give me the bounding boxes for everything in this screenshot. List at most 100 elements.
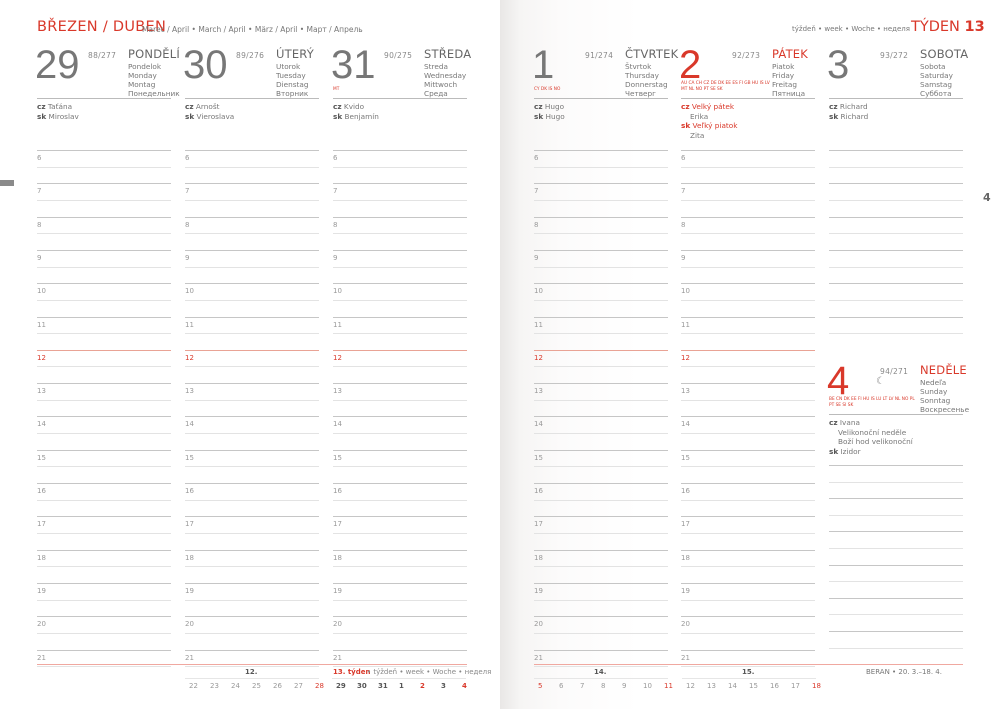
calendar-date[interactable]: 28	[315, 682, 324, 690]
footer-line	[37, 664, 467, 665]
hour-line	[333, 449, 467, 451]
language-code: cz	[333, 102, 342, 111]
calendar-date[interactable]: 12	[686, 682, 695, 690]
calendar-date[interactable]: 31	[378, 682, 388, 690]
half-hour-line	[37, 666, 171, 668]
writing-line	[829, 249, 963, 251]
week-number: 13	[964, 19, 985, 35]
hour-line	[37, 549, 171, 551]
hour-label: 9	[185, 253, 190, 262]
calendar-date[interactable]: 30	[357, 682, 367, 690]
hour-label: 18	[681, 553, 690, 562]
hour-label: 9	[333, 253, 338, 262]
half-hour-line	[534, 399, 668, 401]
hour-label: 6	[534, 154, 539, 162]
half-hour-line	[681, 299, 815, 301]
hour-label: 18	[534, 553, 543, 562]
day-name: ÚTERÝ	[276, 47, 314, 61]
half-hour-line	[681, 466, 815, 468]
hour-line	[681, 150, 815, 151]
calendar-date[interactable]: 8	[601, 682, 606, 690]
language-code: sk	[829, 111, 839, 121]
calendar-date[interactable]: 27	[294, 682, 303, 690]
half-hour-line	[37, 366, 171, 368]
half-hour-line	[534, 433, 668, 434]
calendar-date[interactable]: 22	[189, 682, 198, 690]
calendar-date[interactable]: 1	[399, 682, 404, 690]
half-hour-line	[37, 233, 171, 235]
calendar-date[interactable]: 29	[336, 682, 346, 690]
hour-label: 18	[37, 553, 46, 562]
calendar-date[interactable]: 25	[252, 682, 261, 690]
half-hour-line	[185, 366, 319, 368]
name-day-text: Kvido	[343, 102, 365, 111]
name-day-text: Ivana	[839, 418, 860, 427]
hour-label: 17	[333, 520, 342, 529]
calendar-date[interactable]: 2	[420, 682, 425, 690]
writing-line	[829, 514, 963, 516]
right-page	[500, 0, 1000, 709]
hour-label: 7	[681, 187, 686, 196]
footer-line	[534, 664, 963, 665]
day-name-translation: Sobota	[920, 62, 946, 71]
half-hour-line	[185, 233, 319, 235]
hour-label: 21	[185, 653, 194, 662]
half-hour-line	[534, 632, 668, 634]
name-day-text: Veľký piatok	[692, 121, 738, 131]
calendar-date[interactable]: 26	[273, 682, 282, 690]
half-hour-line	[534, 566, 668, 568]
hour-line	[333, 582, 467, 584]
calendar-date[interactable]: 5	[538, 682, 543, 690]
day-name-translation: Суббота	[920, 89, 952, 98]
calendar-date[interactable]: 6	[559, 682, 564, 690]
calendar-date[interactable]: 18	[812, 682, 821, 690]
day-number: 4	[827, 359, 850, 403]
day-name-translation: Pondelok	[128, 62, 162, 71]
hour-line	[534, 216, 668, 218]
calendar-date[interactable]: 15	[749, 682, 758, 690]
header-divider	[37, 98, 171, 99]
hour-line	[534, 349, 668, 351]
hour-line	[185, 449, 319, 451]
half-hour-line	[534, 666, 668, 668]
half-hour-line	[681, 499, 815, 501]
day-of-year: 88/277	[88, 51, 117, 60]
calendar-date[interactable]: 16	[770, 682, 779, 690]
half-hour-line	[333, 366, 467, 368]
calendar-date[interactable]: 4	[462, 682, 467, 690]
calendar-date[interactable]: 17	[791, 682, 800, 690]
hour-line	[185, 582, 319, 584]
name-day-text: Taťána	[47, 102, 73, 111]
hour-label: 7	[333, 187, 338, 196]
header-divider	[534, 98, 668, 99]
hour-label: 13	[37, 387, 46, 396]
writing-line	[829, 631, 963, 632]
language-code: cz	[185, 102, 194, 111]
name-day-sk: sk Miroslav	[37, 112, 79, 122]
hour-line	[37, 582, 171, 584]
hour-label: 16	[681, 487, 690, 495]
hour-line	[37, 449, 171, 451]
calendar-date[interactable]: 23	[210, 682, 219, 690]
writing-line	[829, 614, 963, 616]
calendar-date[interactable]: 11	[664, 682, 673, 690]
calendar-date[interactable]: 10	[643, 682, 652, 690]
calendar-date[interactable]: 9	[622, 682, 627, 690]
hour-line	[534, 582, 668, 584]
writing-line	[829, 498, 963, 500]
language-code: cz	[829, 418, 838, 427]
hour-line	[37, 150, 171, 151]
calendar-date[interactable]: 7	[580, 682, 585, 690]
language-code: sk	[185, 111, 195, 121]
calendar-date[interactable]: 3	[441, 682, 446, 690]
name-day-text: Miroslav	[48, 111, 79, 121]
half-hour-line	[534, 599, 668, 601]
calendar-date[interactable]: 14	[728, 682, 737, 690]
name-day-text: Izidor	[840, 447, 861, 457]
half-hour-line	[333, 299, 467, 301]
hour-label: 12	[681, 353, 690, 362]
calendar-date[interactable]: 13	[707, 682, 716, 690]
hour-label: 17	[37, 520, 46, 529]
calendar-date[interactable]: 24	[231, 682, 240, 690]
hour-label: 6	[37, 154, 42, 162]
